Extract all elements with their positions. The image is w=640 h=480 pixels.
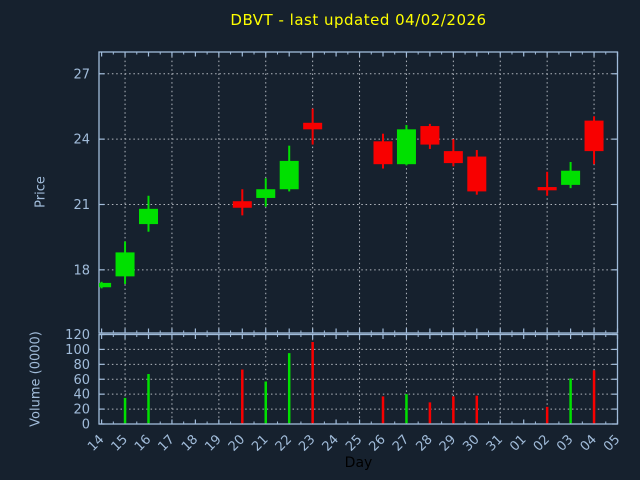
y-tick-label: 120 bbox=[65, 328, 90, 343]
x-tick-label: 01 bbox=[507, 432, 529, 454]
candle-body-day-15 bbox=[115, 252, 135, 277]
y-tick-label: 27 bbox=[73, 67, 90, 82]
x-tick-label: 18 bbox=[179, 432, 201, 454]
candles bbox=[99, 108, 604, 289]
y-tick-label: 0 bbox=[82, 418, 90, 433]
candle-body-day-16 bbox=[139, 208, 158, 225]
x-tick-label: 27 bbox=[390, 432, 412, 454]
x-tick-label: 22 bbox=[273, 432, 295, 454]
candle-body-day-23 bbox=[303, 122, 323, 130]
y-tick-label: 80 bbox=[73, 358, 90, 373]
x-tick-label: 02 bbox=[531, 432, 553, 454]
y-tick-label: 20 bbox=[73, 403, 90, 418]
x-tick-label: 28 bbox=[413, 432, 435, 454]
x-tick-label: 21 bbox=[249, 432, 271, 454]
y-tick-label: 60 bbox=[73, 373, 90, 388]
x-tick-label: 25 bbox=[343, 432, 365, 454]
x-tick-label: 05 bbox=[601, 432, 623, 454]
candle-body-day-29 bbox=[443, 151, 463, 164]
y-tick-label: 18 bbox=[73, 263, 90, 278]
x-tick-label: 15 bbox=[109, 432, 131, 454]
volume-bars bbox=[123, 341, 596, 424]
candle-body-day-22 bbox=[279, 160, 299, 190]
day-axis-label: Day bbox=[344, 455, 373, 471]
y-tick-label: 100 bbox=[65, 343, 90, 358]
x-tick-label: 14 bbox=[85, 432, 107, 454]
candle-body-day-28 bbox=[420, 126, 440, 145]
candle-body-day-21 bbox=[256, 189, 276, 198]
x-tick-label: 03 bbox=[554, 432, 576, 454]
x-tick-label: 24 bbox=[320, 432, 342, 454]
x-tick-label: 30 bbox=[460, 432, 482, 454]
candle-body-day-30 bbox=[467, 156, 487, 192]
candle-body-day-14 bbox=[99, 282, 112, 288]
candle-body-day-02 bbox=[537, 187, 557, 191]
plot-frame bbox=[98, 51, 619, 334]
x-tick-label: 04 bbox=[578, 432, 600, 454]
y-tick-label: 21 bbox=[73, 198, 90, 213]
x-tick-label: 20 bbox=[226, 432, 248, 454]
x-tick-label: 19 bbox=[202, 432, 224, 454]
candle-body-day-04 bbox=[584, 120, 604, 152]
candle-body-day-26 bbox=[373, 141, 393, 165]
x-tick-label: 17 bbox=[155, 432, 177, 454]
x-tick-label: 23 bbox=[296, 432, 318, 454]
x-tick-label: 29 bbox=[437, 432, 459, 454]
y-tick-label: 24 bbox=[73, 133, 90, 148]
y-tick-label: 40 bbox=[73, 388, 90, 403]
price-plot: 18 21 24 27 bbox=[73, 51, 619, 334]
chart-title: DBVT - last updated 04/02/2026 bbox=[230, 11, 487, 29]
candle-body-day-03 bbox=[561, 170, 581, 185]
x-tick-label: 31 bbox=[484, 432, 506, 454]
x-tick-label: 26 bbox=[367, 432, 389, 454]
x-axis-tick-labels: 14 15 16 17 18 19 20 21 22 23 24 25 26 27 28 29 30 31 01 02… bbox=[85, 432, 623, 454]
x-tick-label: 16 bbox=[132, 432, 154, 454]
candle-body-day-20 bbox=[232, 201, 252, 208]
candle-body-day-27 bbox=[396, 129, 416, 165]
